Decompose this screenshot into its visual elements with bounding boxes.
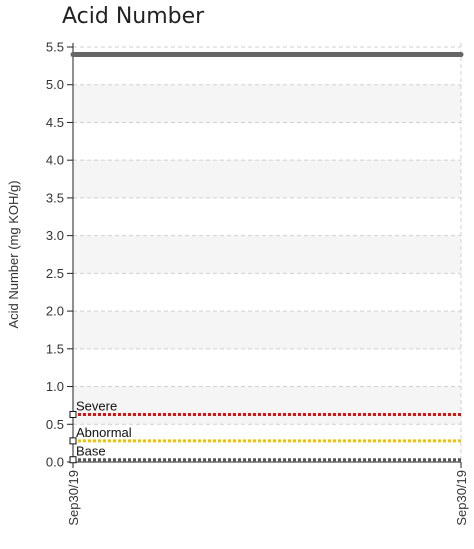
limit-label-base: Base — [76, 444, 106, 459]
y-tick-label: 1.0 — [46, 379, 64, 394]
y-tick-label: 5.5 — [46, 40, 64, 55]
limit-marker-base — [69, 456, 77, 464]
y-tick-label: 3.0 — [46, 228, 64, 243]
limit-label-abnormal: Abnormal — [76, 425, 132, 440]
y-tick-label: 0.0 — [46, 455, 64, 470]
x-tick-label: Sep30/19 — [454, 470, 469, 526]
chart-title: Acid Number — [62, 4, 205, 29]
data-point — [70, 52, 76, 58]
y-tick-label: 3.5 — [46, 190, 64, 205]
plot-band — [73, 235, 461, 274]
y-tick-label: 5.0 — [46, 77, 64, 92]
y-tick-label: 0.5 — [46, 417, 64, 432]
y-tick-label: 4.5 — [46, 115, 64, 130]
x-tick-label: Sep30/19 — [66, 470, 81, 526]
plot-band — [73, 311, 461, 349]
y-tick-label: 2.5 — [46, 266, 64, 281]
y-axis-title: Acid Number (mg KOH/g) — [6, 180, 21, 328]
data-point — [458, 52, 464, 58]
plot-band — [73, 160, 461, 198]
plot-band — [73, 84, 461, 123]
y-tick-label: 2.0 — [46, 304, 64, 319]
limit-label-severe: Severe — [76, 398, 117, 413]
plot-band — [73, 386, 461, 425]
y-tick-label: 1.5 — [46, 341, 64, 356]
limit-marker-abnormal — [69, 437, 77, 445]
limit-marker-severe — [69, 410, 77, 418]
y-tick-label: 4.0 — [46, 153, 64, 168]
